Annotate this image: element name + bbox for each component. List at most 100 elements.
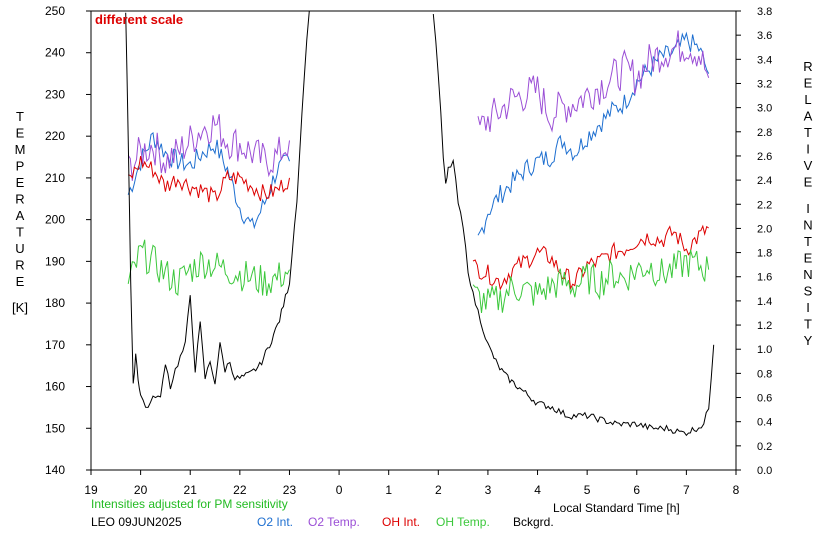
y-right-tick-label: 2.6 <box>757 151 772 163</box>
y-right-label-letter: A <box>804 109 813 124</box>
y-right-tick-label: 3.4 <box>757 54 772 66</box>
y-left-label-letter: E <box>16 274 25 289</box>
y-left-label-letter: T <box>16 225 24 240</box>
y-right-tick-label: 1.0 <box>757 344 772 356</box>
y-right-tick-label: 0.2 <box>757 441 772 453</box>
y-right-label-letter: L <box>804 92 811 107</box>
legend-entry: OH Temp. <box>436 515 490 529</box>
y-right-tick-label: 2.2 <box>757 199 772 211</box>
y-left-tick-label: 140 <box>45 463 65 477</box>
plot-area <box>90 10 737 471</box>
y-left-label-letter: E <box>16 175 25 190</box>
y-right-label-letter: V <box>804 158 813 173</box>
x-tick-label: 22 <box>233 483 247 497</box>
series-line-o2-int <box>477 31 710 236</box>
y-right-tick-label: 1.8 <box>757 248 772 260</box>
y-left-tick-label: 220 <box>45 129 65 143</box>
series-line-o2-int <box>127 131 290 230</box>
x-tick-label: 20 <box>134 483 148 497</box>
x-tick-label: 21 <box>184 483 198 497</box>
y-left-tick-label: 250 <box>45 4 65 18</box>
y-right-tick-label: 2.0 <box>757 223 772 235</box>
y-left-tick-label: 150 <box>45 421 65 435</box>
x-tick-label: 19 <box>84 483 98 497</box>
y-right-label-letter: E <box>804 175 813 190</box>
y-right-tick-label: 2.8 <box>757 127 772 139</box>
series-line-oh-temp <box>127 239 290 296</box>
y-right-label-letter: I <box>806 300 810 315</box>
x-tick-label: 5 <box>584 483 591 497</box>
y-right-tick-label: 3.2 <box>757 78 772 90</box>
y-left-label-letter: P <box>16 159 25 174</box>
y-right-tick-label: 0.0 <box>757 465 772 477</box>
x-tick-label: 23 <box>283 483 297 497</box>
series-line-oh-int <box>128 156 290 203</box>
series-line-o2-temp <box>127 114 290 181</box>
y-left-unit: [K] <box>12 300 28 315</box>
y-right-tick-label: 3.0 <box>757 103 772 115</box>
y-left-tick-label: 190 <box>45 254 65 268</box>
y-right-tick-label: 2.4 <box>757 175 772 187</box>
y-left-label-letter: E <box>16 126 25 141</box>
series-line-oh-int <box>472 224 709 291</box>
footnote-pm-sensitivity: Intensities adjusted for PM sensitivity <box>91 497 288 511</box>
y-right-label-letter: E <box>804 251 813 266</box>
legend-entry: OH Int. <box>382 515 420 529</box>
y-right-label-letter: N <box>803 218 812 233</box>
y-left-label-letter: R <box>15 258 24 273</box>
y-right-label-letter: T <box>804 125 812 140</box>
y-left-label-letter: T <box>16 109 24 124</box>
series-line-bckgrd <box>432 13 715 437</box>
y-right-label-letter: S <box>804 284 813 299</box>
series-line-oh-temp <box>472 249 710 313</box>
y-right-label-letter: E <box>804 76 813 91</box>
y-left-label-letter: U <box>15 241 24 256</box>
y-right-tick-label: 3.6 <box>757 30 772 42</box>
station-date: LEO 09JUN2025 <box>91 515 182 529</box>
y-left-label-letter: A <box>16 208 25 223</box>
x-tick-label: 2 <box>435 483 442 497</box>
y-right-tick-label: 1.6 <box>757 272 772 284</box>
x-tick-label: 6 <box>633 483 640 497</box>
y-left-tick-label: 170 <box>45 338 65 352</box>
x-tick-label: 8 <box>733 483 740 497</box>
y-left-tick-label: 160 <box>45 380 65 394</box>
legend-entry: O2 Int. <box>257 515 293 529</box>
y-right-label-letter: N <box>803 267 812 282</box>
y-right-label-letter: T <box>804 317 812 332</box>
y-left-label-letter: M <box>15 142 26 157</box>
chart-annotation: different scale <box>95 12 183 27</box>
legend-entry: Bckgrd. <box>513 515 554 529</box>
y-left-tick-label: 180 <box>45 296 65 310</box>
legend: O2 Int. O2 Temp. OH Int. OH Temp. Bckgrd. <box>257 515 554 529</box>
x-tick-label: 4 <box>534 483 541 497</box>
y-right-tick-label: 0.6 <box>757 393 772 405</box>
y-left-label-letter: R <box>15 192 24 207</box>
y-right-tick-label: 1.2 <box>757 320 772 332</box>
y-right-label-letter: Y <box>804 333 813 348</box>
x-tick-label: 7 <box>683 483 690 497</box>
x-axis-label: Local Standard Time [h] <box>553 501 680 515</box>
y-right-label-letter: I <box>806 201 810 216</box>
x-tick-label: 1 <box>385 483 392 497</box>
y-left-tick-label: 230 <box>45 87 65 101</box>
y-left-tick-label: 210 <box>45 171 65 185</box>
y-right-tick-label: 1.4 <box>757 296 772 308</box>
y-left-tick-label: 200 <box>45 213 65 227</box>
series-line-o2-temp <box>477 30 710 133</box>
y-right-tick-label: 3.8 <box>757 6 772 18</box>
y-right-label-letter: T <box>804 234 812 249</box>
axes-layer: 140 150 160 170 180 190 200 210 220 230 2 4 0 250 0.0 0… <box>45 4 772 497</box>
x-tick-label: 0 <box>336 483 343 497</box>
y-right-label-letter: R <box>803 59 812 74</box>
series-layer <box>125 11 715 437</box>
series-line-bckgrd <box>125 11 310 408</box>
y-right-tick-label: 0.4 <box>757 417 772 429</box>
legend-entry: O2 Temp. <box>308 515 360 529</box>
x-tick-label: 3 <box>485 483 492 497</box>
plot-border <box>90 10 737 471</box>
y-right-tick-label: 0.8 <box>757 368 772 380</box>
